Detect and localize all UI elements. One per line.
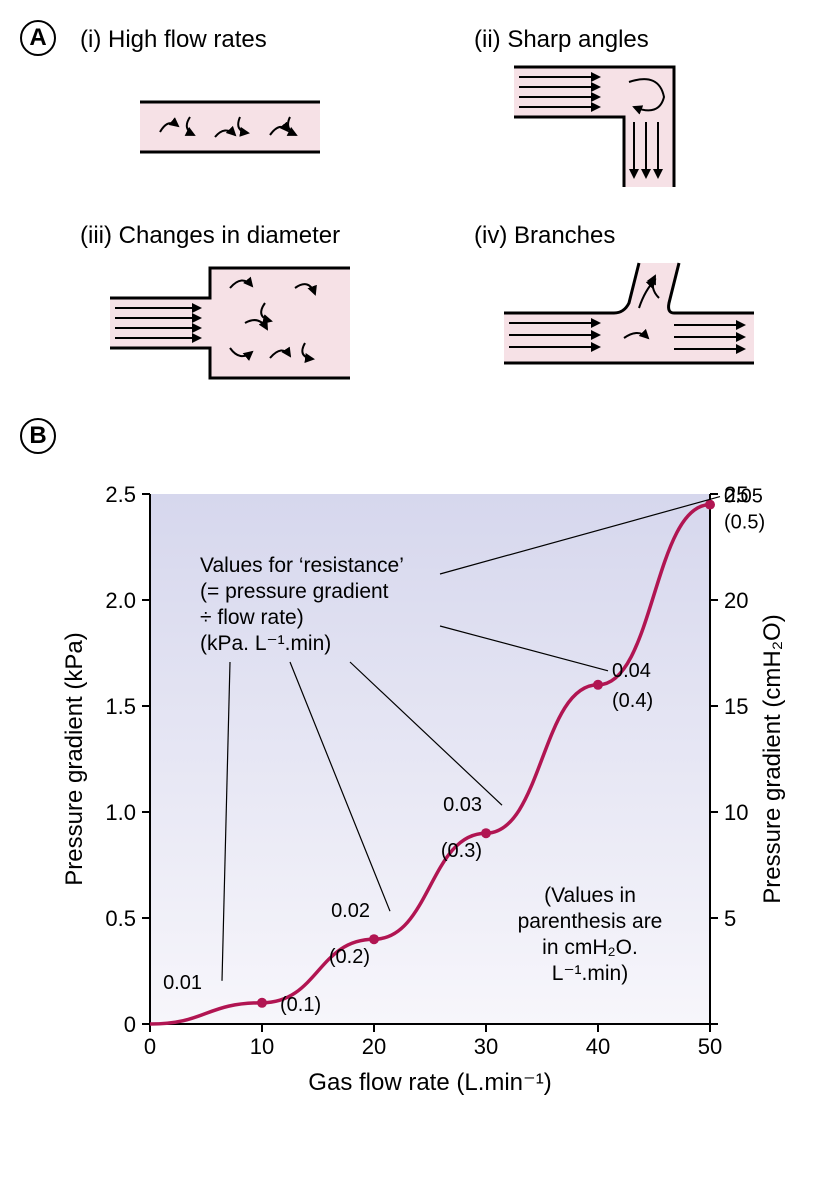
svg-text:(0.4): (0.4) <box>612 690 653 712</box>
panel-b-label: B <box>20 418 56 454</box>
svg-text:10: 10 <box>250 1034 274 1059</box>
sub-diameter-title: (iii) Changes in diameter <box>80 222 414 250</box>
svg-text:0.01: 0.01 <box>163 972 202 994</box>
panel-a-grid: (i) High flow rates <box>20 26 808 388</box>
svg-text:5: 5 <box>724 906 736 931</box>
svg-text:20: 20 <box>362 1034 386 1059</box>
svg-text:0.04: 0.04 <box>612 660 651 682</box>
branches-icon <box>474 253 774 393</box>
svg-text:parenthesis are: parenthesis are <box>518 910 663 933</box>
sub-branches-title: (iv) Branches <box>474 222 808 250</box>
svg-text:Pressure gradient (kPa): Pressure gradient (kPa) <box>61 632 88 885</box>
chart-svg: 0102030405000.51.01.52.02.5510152025Gas … <box>50 464 810 1104</box>
sub-high-flow: (i) High flow rates <box>80 26 414 192</box>
sub-diameter: (iii) Changes in diameter <box>80 222 414 388</box>
svg-text:(kPa. L⁻¹.min): (kPa. L⁻¹.min) <box>200 632 331 655</box>
svg-text:L⁻¹.min): L⁻¹.min) <box>552 962 628 985</box>
svg-text:(Values in: (Values in <box>544 884 636 907</box>
svg-text:(= pressure gradient: (= pressure gradient <box>200 580 389 603</box>
panel-a: A (i) High flow rates <box>20 20 808 388</box>
high-flow-icon <box>80 77 360 177</box>
svg-text:2.0: 2.0 <box>105 588 136 613</box>
svg-text:0: 0 <box>124 1012 136 1037</box>
panel-b: B 0102030405000.51.01.52.02.5510152025Ga… <box>20 418 808 1104</box>
diameter-icon <box>80 253 380 393</box>
svg-text:0: 0 <box>144 1034 156 1059</box>
svg-text:30: 30 <box>474 1034 498 1059</box>
svg-text:2.5: 2.5 <box>105 482 136 507</box>
svg-text:÷ flow rate): ÷ flow rate) <box>200 606 304 629</box>
svg-text:40: 40 <box>586 1034 610 1059</box>
svg-text:0.03: 0.03 <box>443 794 482 816</box>
svg-text:Pressure gradient (cmH₂O): Pressure gradient (cmH₂O) <box>759 614 786 903</box>
diagram-sharp-angles <box>474 62 808 192</box>
svg-text:Gas flow rate (L.min⁻¹): Gas flow rate (L.min⁻¹) <box>308 1069 551 1096</box>
svg-text:(0.5): (0.5) <box>724 512 765 534</box>
diagram-branches <box>474 258 808 388</box>
svg-text:20: 20 <box>724 588 748 613</box>
svg-text:0.05: 0.05 <box>724 486 763 508</box>
svg-text:(0.2): (0.2) <box>329 946 370 968</box>
svg-text:in cmH₂O.: in cmH₂O. <box>542 936 638 959</box>
chart-container: 0102030405000.51.01.52.02.5510152025Gas … <box>50 464 810 1104</box>
svg-text:15: 15 <box>724 694 748 719</box>
svg-text:0.5: 0.5 <box>105 906 136 931</box>
svg-text:10: 10 <box>724 800 748 825</box>
svg-text:0.02: 0.02 <box>331 900 370 922</box>
svg-text:(0.1): (0.1) <box>280 994 321 1016</box>
svg-text:(0.3): (0.3) <box>441 840 482 862</box>
svg-text:1.0: 1.0 <box>105 800 136 825</box>
sub-sharp-angles-title: (ii) Sharp angles <box>474 26 808 54</box>
sub-high-flow-title: (i) High flow rates <box>80 26 414 54</box>
svg-text:50: 50 <box>698 1034 722 1059</box>
sub-sharp-angles: (ii) Sharp angles <box>474 26 808 192</box>
svg-text:1.5: 1.5 <box>105 694 136 719</box>
diagram-diameter <box>80 258 414 388</box>
panel-a-label: A <box>20 20 56 56</box>
sub-branches: (iv) Branches <box>474 222 808 388</box>
sharp-angles-icon <box>474 57 754 197</box>
svg-text:Values for ‘resistance’: Values for ‘resistance’ <box>200 554 404 577</box>
diagram-high-flow <box>80 62 414 192</box>
